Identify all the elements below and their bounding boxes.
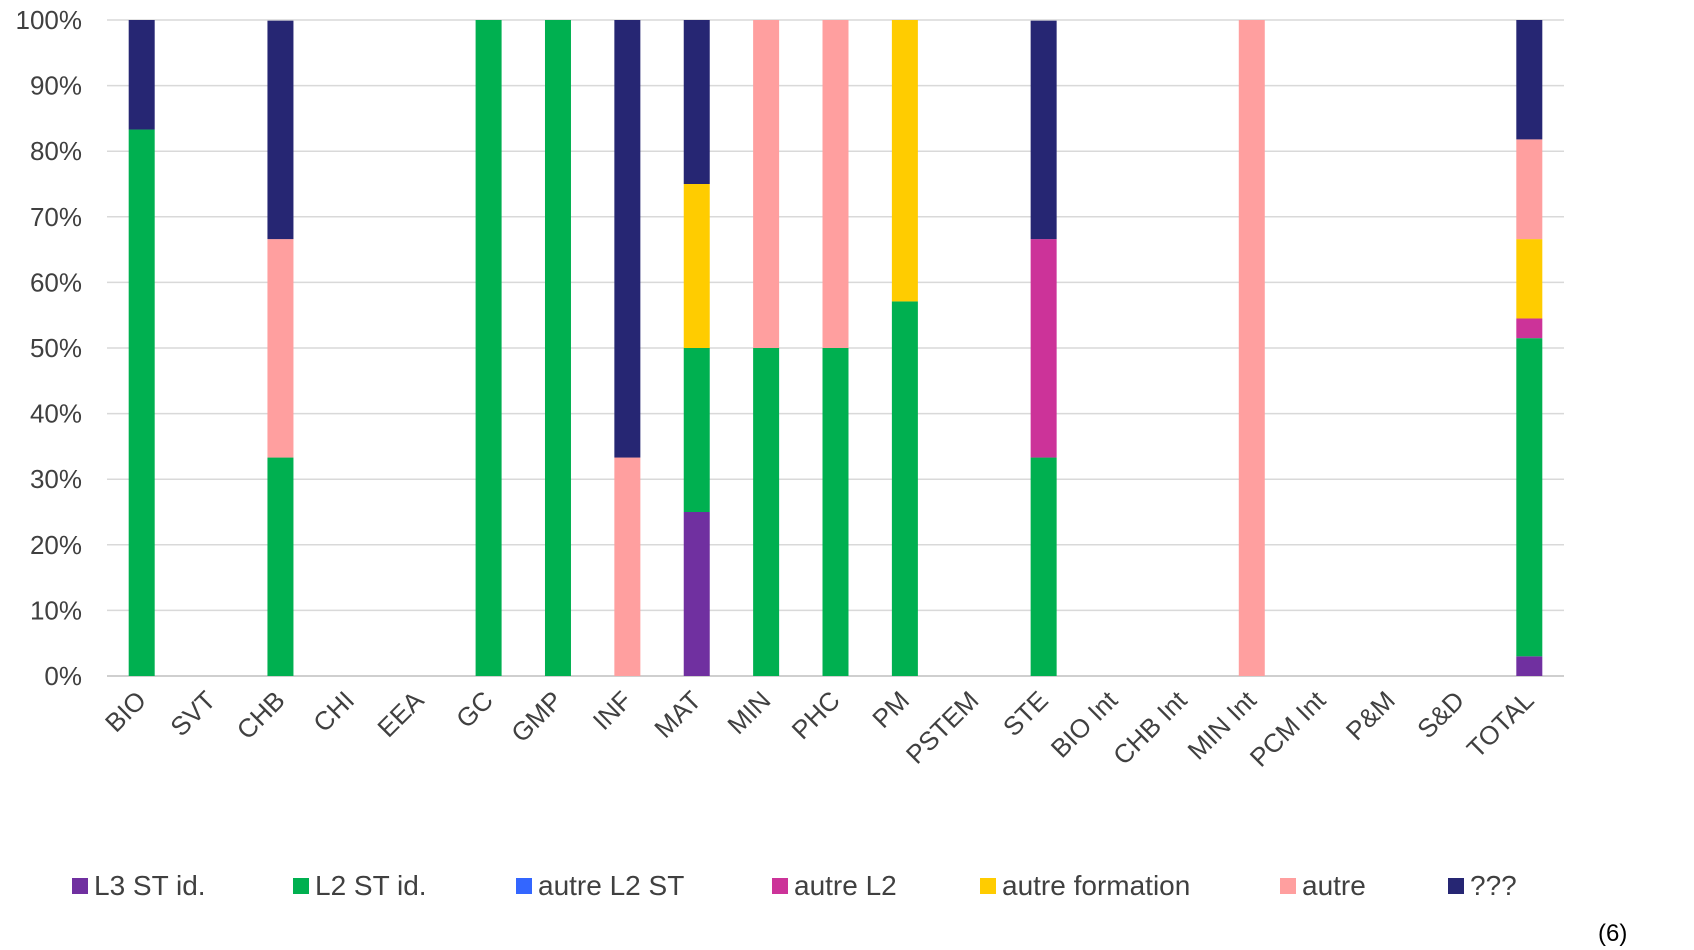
bar-segment [267, 239, 294, 458]
bar-segment [753, 20, 780, 348]
x-tick-label: EEA [371, 685, 429, 743]
bar-segment [1516, 656, 1543, 676]
legend-label: L3 ST id. [94, 870, 206, 901]
legend-swatch [980, 878, 996, 894]
bar-segment [1238, 20, 1265, 676]
legend-item: L2 ST id. [293, 870, 427, 902]
legend-item: ??? [1448, 870, 1517, 902]
y-tick-label: 10% [30, 595, 82, 625]
bar-segment [891, 301, 918, 676]
y-tick-label: 80% [30, 136, 82, 166]
bar-segment [1516, 338, 1543, 657]
x-tick-label: GMP [505, 685, 568, 748]
legend-label: autre [1302, 870, 1366, 901]
legend-swatch [516, 878, 532, 894]
x-tick-label: CHB Int [1107, 684, 1193, 770]
x-tick-label: PHC [786, 685, 846, 745]
bars [128, 20, 1543, 676]
y-tick-label: 90% [30, 71, 82, 101]
legend-label: ??? [1470, 870, 1517, 901]
legend-swatch [72, 878, 88, 894]
bar-segment [683, 20, 710, 184]
bar-segment [1516, 139, 1543, 240]
stacked-bar-chart: 0% 10% 20% 30% 40% 50% 60% 70% 80% 90% 100% BIO SVT… [16, 5, 1564, 773]
legend-swatch [772, 878, 788, 894]
bar-segment [891, 20, 918, 302]
legend-swatch [293, 878, 309, 894]
x-tick-label: MAT [648, 685, 707, 744]
bar-segment [1030, 20, 1057, 240]
bar-segment [128, 129, 155, 676]
bar-segment [1516, 239, 1543, 319]
y-tick-label: 50% [30, 333, 82, 363]
bar-segment [683, 348, 710, 512]
y-tick-label: 0% [44, 661, 82, 691]
x-tick-label: PSTEM [900, 685, 985, 770]
footnote: (6) [1598, 920, 1628, 947]
bar-segment [753, 348, 780, 676]
bar-segment [267, 20, 294, 240]
legend-label: autre L2 [794, 870, 897, 901]
bar-segment [475, 20, 502, 676]
legend-label: L2 ST id. [315, 870, 427, 901]
legend-swatch [1280, 878, 1296, 894]
y-tick-label: 100% [16, 5, 83, 35]
bar-segment [544, 20, 571, 676]
legend-item: autre L2 [772, 870, 897, 902]
legend-item: autre [1280, 870, 1366, 902]
y-axis: 0% 10% 20% 30% 40% 50% 60% 70% 80% 90% 100% [16, 5, 83, 691]
bar-segment [1516, 318, 1543, 339]
x-tick-label: CHI [307, 685, 360, 738]
x-tick-label: INF [587, 685, 638, 736]
bar-segment [614, 457, 641, 676]
y-tick-label: 20% [30, 530, 82, 560]
bar-segment [683, 512, 710, 676]
legend-swatch [1448, 878, 1464, 894]
bar-segment [1030, 239, 1057, 458]
x-tick-label: TOTAL [1461, 685, 1540, 764]
bar-segment [267, 457, 294, 676]
x-tick-label: GC [450, 685, 499, 734]
x-tick-label: STE [997, 685, 1054, 742]
legend-label: autre L2 ST [538, 870, 685, 901]
y-tick-label: 60% [30, 267, 82, 297]
y-tick-label: 30% [30, 464, 82, 494]
legend-item: L3 ST id. [72, 870, 206, 902]
legend-label: autre formation [1002, 870, 1191, 901]
y-tick-label: 70% [30, 202, 82, 232]
x-tick-label: P&M [1340, 685, 1401, 746]
legend: L3 ST id. L2 ST id. autre L2 ST autre L2 aut… [0, 870, 1694, 910]
x-tick-label: S&D [1411, 685, 1470, 744]
bar-segment [1516, 20, 1543, 140]
bar-segment [683, 184, 710, 348]
x-tick-label: CHB [231, 685, 291, 745]
x-tick-label: PM [866, 685, 915, 734]
x-tick-label: SVT [164, 685, 221, 742]
legend-item: autre formation [980, 870, 1190, 902]
bar-segment [1030, 457, 1057, 676]
x-tick-label: PCM Int [1244, 684, 1332, 772]
y-tick-label: 40% [30, 399, 82, 429]
x-tick-label: BIO [99, 685, 152, 738]
bar-segment [614, 20, 641, 458]
bar-segment [822, 348, 849, 676]
bar-segment [822, 20, 849, 348]
bar-segment [128, 20, 155, 130]
legend-item: autre L2 ST [516, 870, 684, 902]
x-tick-label: MIN [721, 685, 776, 740]
